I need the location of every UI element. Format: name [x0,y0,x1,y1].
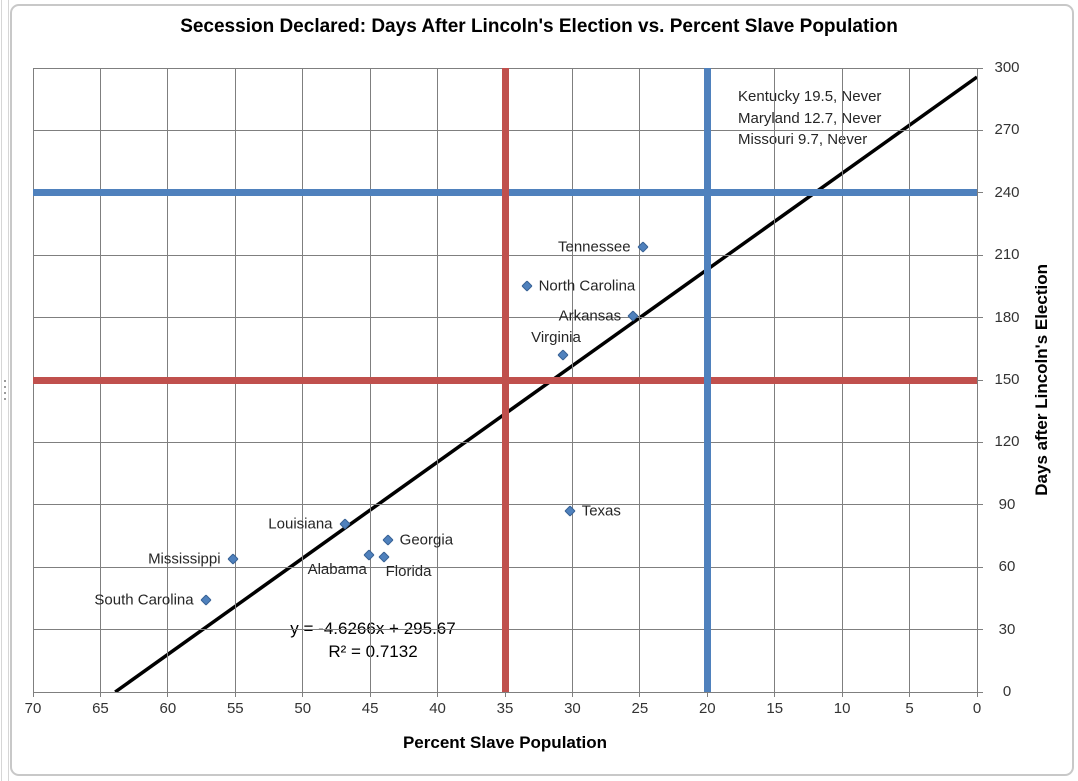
x-tick-label-5: 5 [905,700,914,717]
label-louisiana: Louisiana [268,515,333,533]
y-tick-label-120: 120 [994,433,1020,451]
red-vertical-line[interactable] [501,68,509,692]
x-tick-label-15: 15 [766,700,784,717]
plot-area[interactable]: Kentucky 19.5, Never Maryland 12.7, Neve… [32,67,978,693]
x-tick-50 [302,692,304,697]
x-tick-30 [571,692,573,697]
x-tick-label-25: 25 [631,700,649,717]
y-tick-60 [977,566,983,568]
x-tick-55 [234,692,236,697]
label-florida: Florida [385,562,432,580]
label-mississippi: Mississippi [148,550,221,568]
y-tick-label-0: 0 [1002,683,1012,700]
x-tick-60 [167,692,169,697]
y-tick-label-270: 270 [994,121,1020,139]
y-tick-label-210: 210 [994,246,1020,264]
y-tick-300 [977,67,983,69]
label-georgia: Georgia [399,531,454,549]
x-tick-label-35: 35 [496,700,514,717]
y-tick-label-240: 240 [994,183,1020,201]
label-arkansas: Arkansas [558,307,622,325]
x-tick-5 [909,692,911,697]
y-axis-ticks: 0 30 60 90 120 150 180 210 240 270 300 [977,59,1037,700]
x-tick-15 [774,692,776,697]
blue-vertical-line[interactable] [703,68,711,692]
x-tick-label-45: 45 [361,700,379,717]
y-tick-label-90: 90 [998,495,1016,513]
annotation-line: Maryland 12.7, Never [738,109,882,127]
x-axis-ticks: 70 65 60 55 50 45 40 35 30 25 20 15 10 5 0 [25,692,981,724]
label-tennessee: Tennessee [557,238,631,256]
x-tick-25 [639,692,641,697]
x-tick-40 [437,692,439,697]
label-alabama: Alabama [307,560,367,578]
x-tick-45 [369,692,371,697]
x-tick-label-60: 60 [159,700,177,717]
label-texas: Texas [581,502,621,520]
y-tick-180 [977,317,983,319]
x-tick-35 [504,692,506,697]
y-tick-0 [977,691,983,693]
chart-resize-handle[interactable] [4,380,6,400]
y-tick-120 [977,441,983,443]
x-tick-label-20: 20 [698,700,716,717]
x-tick-65 [99,692,101,697]
equation-line: y = -4.6266x + 295.67 [290,619,456,638]
y-tick-90 [977,504,983,506]
trendline[interactable] [33,68,977,692]
y-tick-label-150: 150 [994,371,1020,388]
r-squared-line: R² = 0.7132 [328,642,418,661]
y-axis-title-wrap: Days after Lincoln's Election [1024,68,1060,692]
y-tick-30 [977,629,983,631]
x-tick-label-10: 10 [833,700,851,717]
x-tick-20 [706,692,708,697]
x-axis-line [33,692,978,693]
border-states-annotation: Kentucky 19.5, Never Maryland 12.7, Neve… [738,86,881,151]
x-tick-label-70: 70 [24,700,42,717]
trendline-equation: y = -4.6266x + 295.67 R² = 0.7132 [290,617,455,663]
y-tick-150 [977,379,983,381]
x-tick-10 [841,692,843,697]
x-tick-label-0: 0 [972,700,982,717]
y-tick-label-30: 30 [998,620,1016,638]
label-north-carolina: North Carolina [538,277,636,295]
y-tick-label-300: 300 [994,59,1020,76]
y-tick-label-180: 180 [994,308,1020,326]
annotation-line: Kentucky 19.5, Never [738,88,882,105]
x-tick-0 [976,692,978,697]
annotation-line: Missouri 9.7, Never [738,131,868,148]
x-tick-label-30: 30 [564,700,581,717]
worksheet-gridline [8,0,9,781]
y-tick-240 [977,192,983,194]
y-axis-title: Days after Lincoln's Election [1032,264,1051,496]
label-south-carolina: South Carolina [94,591,194,609]
label-virginia: Virginia [531,329,581,347]
y-tick-label-60: 60 [998,558,1016,576]
y-tick-210 [977,254,983,256]
x-axis-title: Percent Slave Population [402,733,608,752]
x-tick-label-40: 40 [429,700,446,717]
x-tick-label-65: 65 [92,700,109,717]
worksheet-gridline [1,0,2,781]
x-tick-label-50: 50 [294,700,312,717]
y-tick-270 [977,129,983,131]
x-tick-70 [32,692,34,697]
chart-title: Secession Declared: Days After Lincoln's… [180,16,898,37]
x-tick-label-55: 55 [226,700,244,717]
